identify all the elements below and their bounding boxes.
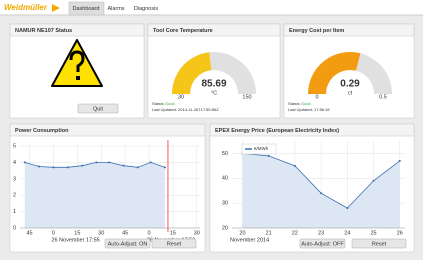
panel-header <box>9 23 145 37</box>
last-updated: Last Updated: 2014-11-26T17:55:56Z <box>152 107 219 112</box>
x-tick-label: 15 <box>170 230 176 236</box>
gauge-max: 0.5 <box>379 94 387 100</box>
x-tick-label: 0 <box>52 230 55 236</box>
status: Good <box>165 101 175 106</box>
point <box>81 164 84 167</box>
y-tick-label: 5 <box>13 143 16 149</box>
x-tick-label: 26 <box>397 230 403 236</box>
legend-label: €/MWh <box>254 146 269 151</box>
point <box>267 154 270 157</box>
point <box>398 159 401 162</box>
gauge-unit: ct <box>348 90 353 96</box>
point <box>95 161 98 164</box>
y-tick-label: 50 <box>222 151 228 157</box>
x-tick-label: 20 <box>239 230 245 236</box>
point <box>346 207 349 210</box>
header-bar <box>0 0 423 15</box>
x-tick-label: 30 <box>98 230 104 236</box>
gauge-max: 150 <box>242 94 251 100</box>
point <box>163 166 166 169</box>
gauge-min: 0 <box>315 94 318 100</box>
status-label: Status: <box>288 101 300 106</box>
button-label[interactable]: Reset <box>167 241 182 247</box>
y-tick-label: 2 <box>13 193 16 199</box>
status-label: Status: <box>152 101 164 106</box>
active-tab[interactable] <box>68 1 105 16</box>
y-tick-label: 20 <box>222 225 228 231</box>
button-label[interactable]: Auto-Adjust: OFF <box>301 241 344 247</box>
panel-title: Tool Core Temperature <box>153 28 213 34</box>
gauge-fill <box>172 52 212 94</box>
gauge-unit: °C <box>211 90 217 96</box>
x-tick-label: 25 <box>370 230 376 236</box>
x-tick-label: 21 <box>266 230 272 236</box>
button-label[interactable]: Reset <box>372 241 387 247</box>
panel-title: NAMUR NE107 Status <box>15 28 72 34</box>
y-tick-label: 30 <box>222 201 228 207</box>
area <box>24 162 165 228</box>
point <box>149 161 152 164</box>
y-tick-label: 40 <box>222 176 228 182</box>
point <box>23 161 26 164</box>
y-tick-label: 1 <box>13 209 16 215</box>
warning-dot <box>76 76 80 80</box>
point <box>52 166 55 169</box>
button[interactable] <box>104 238 151 249</box>
point <box>320 192 323 195</box>
tab[interactable]: Alarms <box>107 6 124 12</box>
point <box>372 179 375 182</box>
status: Good <box>301 101 311 106</box>
panel-header <box>209 123 415 137</box>
button[interactable] <box>151 238 197 249</box>
point <box>66 166 69 169</box>
point <box>38 165 41 168</box>
x-date-label: 26 November 17:55 <box>51 237 99 243</box>
x-tick-label: 45 <box>26 230 32 236</box>
tab[interactable]: Dashboard <box>73 6 100 12</box>
gauge-value: 0.29 <box>340 79 360 90</box>
area <box>242 153 400 228</box>
gauge-value: 85.69 <box>201 79 226 90</box>
button[interactable] <box>299 238 346 249</box>
x-date-label: November 2014 <box>230 237 269 243</box>
warning-icon <box>51 39 103 87</box>
y-tick-label: 0 <box>13 225 16 231</box>
last-updated: Last Updated: 17:56:16 <box>288 107 330 112</box>
x-tick-label: 15 <box>74 230 80 236</box>
x-tick-label: 30 <box>194 230 200 236</box>
panel-title: Power Consumption <box>15 128 69 134</box>
warning-mark <box>69 50 85 72</box>
y-tick-label: 3 <box>13 176 16 182</box>
panel <box>147 23 281 119</box>
x-tick-label: 22 <box>292 230 298 236</box>
x-tick-label: 0 <box>147 230 150 236</box>
button-label[interactable]: Quit <box>93 106 104 112</box>
tab[interactable]: Diagnosis <box>134 6 158 12</box>
panel-title: EPEX Energy Price (European Electricity … <box>215 128 339 134</box>
panel <box>283 23 415 119</box>
button[interactable] <box>77 103 119 114</box>
panel-header <box>147 23 281 37</box>
button[interactable] <box>351 238 407 249</box>
point <box>122 164 125 167</box>
x-tick-label: 23 <box>318 230 324 236</box>
gauge-fill <box>308 51 361 94</box>
point <box>293 164 296 167</box>
gauge-min: 30 <box>178 94 184 100</box>
panel-title: Energy Cost per Item <box>289 28 344 34</box>
logo: Weidmüller <box>4 3 48 12</box>
point <box>108 161 111 164</box>
logo-icon <box>52 4 60 12</box>
x-tick-label: 45 <box>122 230 128 236</box>
button-label[interactable]: Auto-Adjust: ON <box>108 241 148 247</box>
x-tick-label: 24 <box>344 230 350 236</box>
panel-header <box>9 123 206 137</box>
y-tick-label: 4 <box>13 160 16 166</box>
legend <box>241 143 277 155</box>
point <box>136 166 139 169</box>
panel-header <box>283 23 415 37</box>
